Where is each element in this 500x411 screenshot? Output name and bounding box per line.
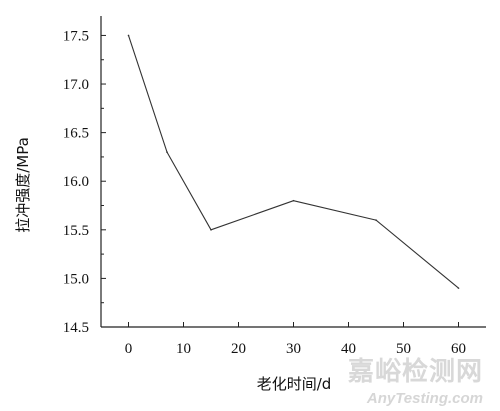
y-axis-label: 拉冲强度/MPa (14, 137, 32, 233)
watermark-text-en: AnyTesting.com (366, 390, 483, 407)
data-point (375, 219, 377, 221)
y-tick-label: 15.0 (63, 271, 89, 287)
x-tick-label: 10 (176, 341, 191, 357)
x-tick-label: 30 (286, 341, 301, 357)
x-tick-label: 50 (396, 341, 411, 357)
y-axis-ticks: 14.5 15.0 15.5 16.0 16.5 17.0 17.5 (63, 28, 106, 336)
series-group (127, 34, 460, 289)
series-line (127, 35, 459, 289)
x-axis-ticks: 0 10 20 30 40 50 60 (125, 322, 466, 357)
data-point (292, 199, 295, 202)
y-tick-label: 15.5 (63, 223, 89, 239)
x-tick-label: 40 (341, 341, 356, 357)
x-tick-label: 0 (125, 341, 133, 357)
watermark-text-zh: 嘉峪检测网 (348, 356, 483, 387)
y-tick-label: 17.5 (63, 28, 89, 44)
x-axis-label: 老化时间/d (257, 375, 332, 393)
y-tick-label: 16.0 (63, 174, 89, 190)
data-point (457, 287, 460, 289)
y-tick-label: 16.5 (63, 126, 89, 142)
y-tick-label: 17.0 (63, 77, 89, 93)
x-tick-label: 60 (451, 341, 466, 357)
axes (100, 16, 486, 328)
y-tick-label: 14.5 (63, 320, 89, 336)
data-point (166, 151, 168, 153)
data-point (210, 229, 212, 231)
data-point (127, 34, 130, 37)
x-tick-label: 20 (231, 341, 246, 357)
